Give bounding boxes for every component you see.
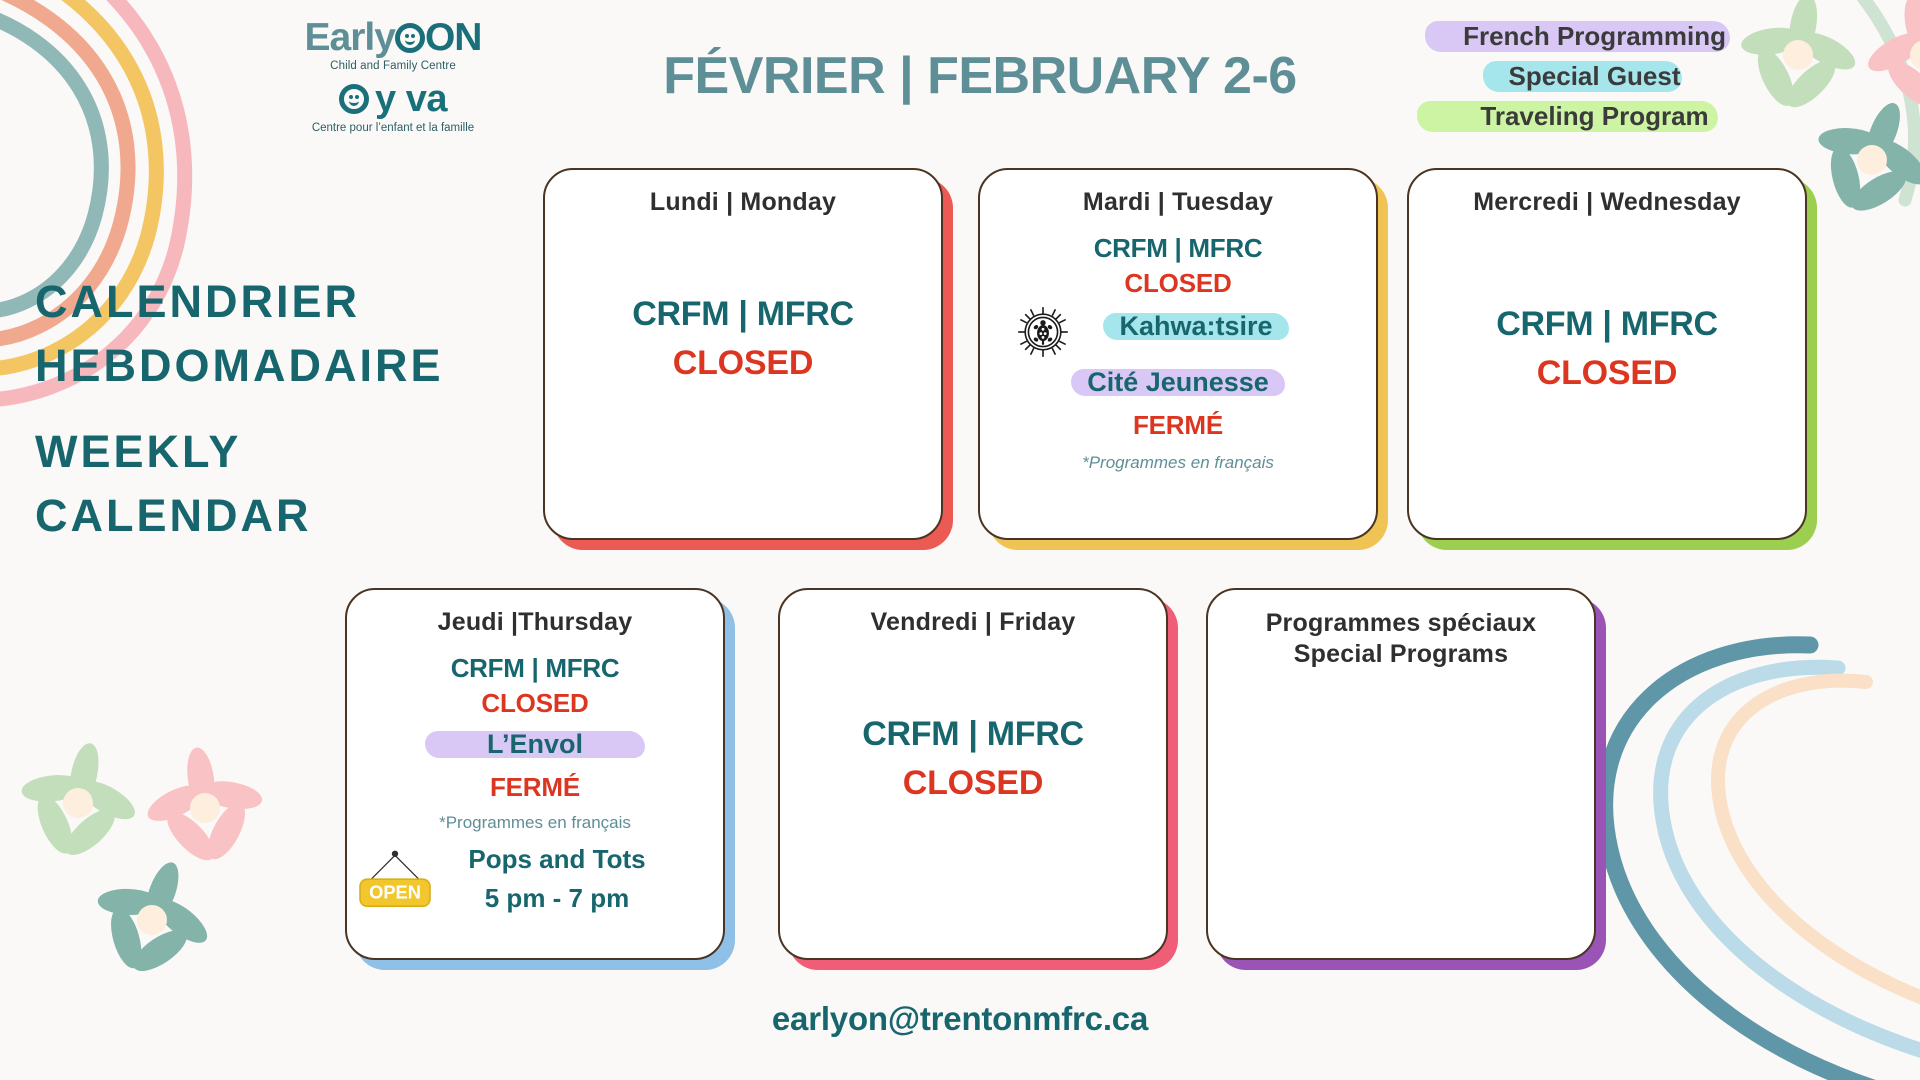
svg-text:OPEN: OPEN <box>369 881 421 902</box>
day-title-monday: Lundi | Monday <box>649 188 837 216</box>
day-card-thursday[interactable]: Jeudi |Thursday CRFM | MFRC CLOSED L’Env… <box>345 588 725 960</box>
sidebar-title-line-1: CALENDRIER <box>35 276 361 327</box>
earlyon-logo: Early ON Child and Family Centre y va Cen… <box>288 18 498 134</box>
card-line-crfm-tuesday: CRFM | MFRC <box>1093 233 1263 263</box>
legend-item-french-programming: French Programming <box>1425 16 1732 56</box>
card-wrapper-thursday: Jeudi |Thursday CRFM | MFRC CLOSED L’Env… <box>345 588 735 970</box>
legend-label-traveling-program: Traveling Program <box>1480 101 1709 131</box>
card-note-thursday: *Programmes en français <box>439 813 631 832</box>
logo-earlyon-wordmark: Early ON <box>288 18 498 57</box>
card-note-tuesday: *Programmes en français <box>1082 453 1274 472</box>
logo-onyva-wordmark: y va <box>288 78 498 120</box>
legend-highlight-purple <box>1425 21 1730 52</box>
sidebar-title-line-4: CALENDAR <box>35 489 312 541</box>
open-sign-icon: OPEN <box>359 850 431 908</box>
turtle-medallion-icon <box>1018 307 1068 357</box>
legend-item-special-guest: Special Guest <box>1457 56 1732 96</box>
special-programs-card[interactable]: Programmes spéciaux Special Programs <box>1206 588 1596 960</box>
page-title: FÉVRIER | FEBRUARY 2-6 <box>663 47 1297 105</box>
sidebar-title-line-2: HEBDOMADAIRE <box>35 339 444 391</box>
program-cite-jeunesse-tuesday: Cité Jeunesse <box>1071 367 1285 398</box>
special-programs-title-en: Special Programs <box>1293 639 1509 668</box>
day-title-tuesday: Mardi | Tuesday <box>1082 188 1274 216</box>
program-time-pops-and-tots: 5 pm - 7 pm <box>484 882 630 913</box>
smiley-face-icon-2 <box>339 84 370 114</box>
highlight-french-programming-purple-2 <box>424 731 646 758</box>
smiley-face-icon <box>394 23 425 53</box>
highlight-french-programming-purple <box>1071 369 1285 396</box>
card-line-status-wednesday: CLOSED <box>1536 354 1678 392</box>
card-line-status-friday: CLOSED <box>902 764 1044 802</box>
program-lenvol-thursday: L’Envol <box>424 729 646 760</box>
legend-item-traveling-program: Traveling Program <box>1417 96 1732 136</box>
program-label-lenvol: L’Envol <box>486 729 584 759</box>
program-kahwatsire-tuesday: Kahwa:tsire <box>1103 311 1289 342</box>
day-card-friday[interactable]: Vendredi | Friday CRFM | MFRC CLOSED <box>778 588 1168 960</box>
day-card-tuesday[interactable]: Mardi | Tuesday CRFM | MFRC CLOSED <box>978 168 1378 540</box>
logo-onyva-on: y va <box>375 78 447 120</box>
day-card-wednesday[interactable]: Mercredi | Wednesday CRFM | MFRC CLOSED <box>1407 168 1807 540</box>
card-wrapper-monday: Lundi | Monday CRFM | MFRC CLOSED <box>543 168 953 550</box>
program-label-kahwatsire: Kahwa:tsire <box>1119 311 1273 341</box>
contact-email[interactable]: earlyon@trentonmfrc.ca <box>771 1000 1149 1037</box>
logo-on-text: ON <box>424 16 482 59</box>
card-line-crfm-wednesday: CRFM | MFRC <box>1496 305 1718 343</box>
program-label-cite-jeunesse: Cité Jeunesse <box>1087 367 1269 397</box>
day-title-wednesday: Mercredi | Wednesday <box>1473 188 1741 216</box>
card-wrapper-friday: Vendredi | Friday CRFM | MFRC CLOSED <box>778 588 1178 970</box>
legend-label-special-guest: Special Guest <box>1508 61 1681 91</box>
card-line-crfm-friday: CRFM | MFRC <box>862 715 1084 753</box>
legend-label-french-programming: French Programming <box>1463 21 1726 51</box>
highlight-special-guest-cyan <box>1103 313 1289 340</box>
sidebar-title-line-3: WEEKLY <box>35 425 242 477</box>
card-line-crfm-thursday: CRFM | MFRC <box>450 653 620 683</box>
card-line-ferme-thursday: FERMÉ <box>489 772 580 802</box>
logo-tagline-fr: Centre pour l’enfant et la famille <box>311 121 475 134</box>
special-programs-title-fr: Programmes spéciaux <box>1265 609 1537 637</box>
logo-tagline-en: Child and Family Centre <box>330 60 456 72</box>
day-title-thursday: Jeudi |Thursday <box>437 608 633 636</box>
logo-early-text: Early <box>304 16 396 59</box>
sidebar-title: CALENDRIER HEBDOMADAIRE WEEKLY CALENDAR <box>35 270 505 548</box>
legend: French Programming Special Guest Traveli… <box>1417 16 1732 136</box>
day-title-friday: Vendredi | Friday <box>870 608 1076 636</box>
card-line-crfm-monday: CRFM | MFRC <box>632 295 854 333</box>
card-line-status-tuesday: CLOSED <box>1124 268 1232 298</box>
card-wrapper-tuesday: Mardi | Tuesday CRFM | MFRC CLOSED <box>978 168 1388 550</box>
legend-highlight-green <box>1417 101 1718 132</box>
day-card-monday[interactable]: Lundi | Monday CRFM | MFRC CLOSED <box>543 168 943 540</box>
card-wrapper-wednesday: Mercredi | Wednesday CRFM | MFRC CLOSED <box>1407 168 1817 550</box>
card-line-status-thursday: CLOSED <box>481 688 589 718</box>
card-line-status-monday: CLOSED <box>672 344 814 382</box>
legend-highlight-cyan <box>1483 61 1682 92</box>
program-label-pops-and-tots: Pops and Tots <box>468 844 646 874</box>
card-wrapper-special-programs: Programmes spéciaux Special Programs <box>1206 588 1606 970</box>
card-line-ferme-tuesday: FERMÉ <box>1132 410 1223 440</box>
